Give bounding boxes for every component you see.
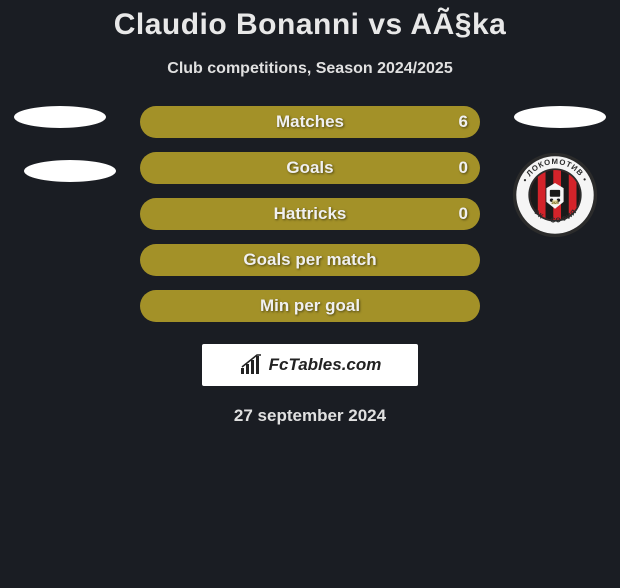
- stat-value-right: 0: [459, 158, 468, 178]
- club-badge: 1929 • ЛОКОМОТИВ • ФК • СОФИЯ: [512, 152, 598, 238]
- player-slot-right-1: [514, 106, 606, 128]
- stat-rows: Matches 6 Goals 0 Hattricks 0 Goals per …: [140, 106, 480, 322]
- date: 27 september 2024: [0, 406, 620, 426]
- stat-value-right: 6: [459, 112, 468, 132]
- page-title: Claudio Bonanni vs AÃ§ka: [0, 8, 620, 42]
- club-badge-svg: 1929 • ЛОКОМОТИВ • ФК • СОФИЯ: [512, 152, 598, 238]
- stat-label: Goals per match: [243, 250, 376, 270]
- stat-value-right: 0: [459, 204, 468, 224]
- subtitle: Club competitions, Season 2024/2025: [0, 60, 620, 78]
- stat-row: Hattricks 0: [140, 198, 480, 230]
- stat-label: Goals: [286, 158, 333, 178]
- stat-row: Goals 0: [140, 152, 480, 184]
- comparison-area: 1929 • ЛОКОМОТИВ • ФК • СОФИЯ Matches 6 …: [0, 106, 620, 426]
- svg-text:1929: 1929: [551, 201, 559, 205]
- attribution: FcTables.com: [202, 344, 418, 386]
- stat-label: Hattricks: [274, 204, 347, 224]
- stat-row: Min per goal: [140, 290, 480, 322]
- chart-icon: [239, 354, 265, 376]
- stat-label: Matches: [276, 112, 344, 132]
- stat-row: Matches 6: [140, 106, 480, 138]
- attribution-text: FcTables.com: [269, 355, 382, 375]
- stat-label: Min per goal: [260, 296, 360, 316]
- player-slot-left-1: [14, 106, 106, 128]
- stat-row: Goals per match: [140, 244, 480, 276]
- player-slot-left-2: [24, 160, 116, 182]
